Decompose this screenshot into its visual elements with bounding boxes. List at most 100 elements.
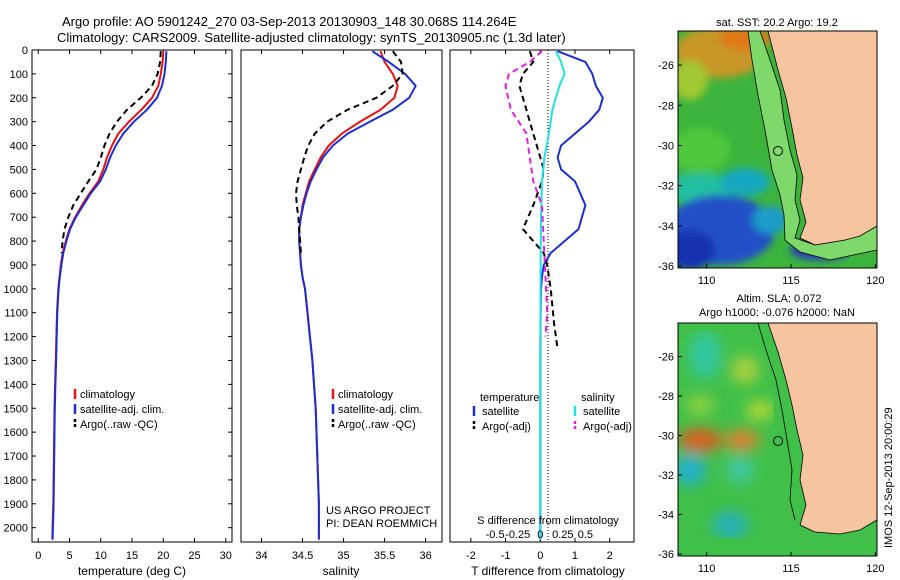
depth-tick-label: 1100 [4, 308, 28, 320]
temperature-xlabel: temperature (deg C) [78, 564, 186, 578]
x-tick-label: 30 [220, 550, 232, 562]
depth-tick-label: 300 [10, 117, 28, 129]
map-y-tick-label: -36 [658, 261, 674, 273]
map-y-tick-label: -32 [658, 470, 674, 482]
s-diff-tick-label: -0.25 [505, 529, 530, 541]
salinity-diff-ticks: -0.5 -0.25 0 0.25 0.5 [486, 529, 593, 541]
difference-panel: -2 -1 0 1 2 temperature satellite Argo(-adj) sa… [449, 49, 635, 578]
salinity-lines [295, 50, 417, 540]
s-diff-tick-label: -0.5 [486, 529, 505, 541]
x-tick-label: 2 [607, 550, 613, 562]
map-x-tick-label: 110 [698, 563, 716, 575]
temperature-axes-box [31, 49, 233, 543]
x-tick-label: 0 [537, 550, 543, 562]
series-line [60, 51, 162, 254]
x-tick-label: 15 [126, 550, 138, 562]
temperature-panel: 0100200300400500600700800900100011001200… [4, 45, 634, 578]
difference-axes-box [449, 49, 635, 543]
map-x-tick-label: 115 [782, 275, 800, 287]
sla-shelf-line [757, 323, 796, 521]
s-diff-tick-label: 0.5 [578, 529, 593, 541]
depth-tick-label: 1300 [4, 355, 28, 367]
salinity-legend: climatology satellite-adj. clim. Argo(..ra… [331, 389, 422, 431]
temperature-lines [51, 51, 168, 540]
depth-tick-label: 0 [22, 45, 28, 57]
depth-tick-label: 500 [10, 164, 28, 176]
map-y-tick-label: -28 [658, 100, 674, 112]
map-y-tick-label: -32 [658, 181, 674, 193]
sla-map-title-1: Altim. SLA: 0.072 [737, 293, 822, 305]
legend-entry: satellite [583, 406, 620, 418]
temperature-legend: climatology satellite-adj. clim. Argo(..ra… [73, 389, 164, 431]
x-tick-label: -1 [501, 550, 511, 562]
sla-land [767, 323, 877, 535]
map-x-tick-label: 120 [866, 563, 884, 575]
sst-map-title: sat. SST: 20.2 Argo: 19.2 [716, 17, 838, 29]
depth-tick-label: 1800 [4, 475, 28, 487]
sla-map-axes: 110 115 120 -26 -28 -30 -32 -34 -36 [658, 352, 884, 575]
x-tick-label: 35 [337, 550, 349, 562]
series-line [504, 50, 549, 337]
salinity-xlabel: salinity [323, 564, 360, 578]
sst-map-axes: 110 115 120 -26 -28 -30 -32 -34 -36 [658, 60, 884, 287]
credit-line2: PI: DEAN ROEMMICH [326, 518, 437, 530]
map-x-tick-label: 120 [866, 275, 884, 287]
legend-entry: Argo(-adj) [583, 421, 632, 433]
depth-tick-label: 600 [10, 188, 28, 200]
depth-tick-label: 700 [10, 212, 28, 224]
x-tick-label: 34 [255, 550, 267, 562]
x-tick-label: 5 [66, 550, 72, 562]
difference-legend: temperature satellite Argo(-adj) salinity sa… [472, 392, 632, 433]
x-tick-label: -2 [466, 550, 476, 562]
legend-entry: Argo(..raw -QC) [80, 419, 158, 431]
x-tick-label: 25 [188, 550, 200, 562]
depth-tick-label: 900 [10, 260, 28, 272]
map-y-tick-label: -34 [658, 221, 674, 233]
map-y-tick-label: -26 [658, 60, 674, 72]
depth-tick-label: 100 [10, 69, 28, 81]
legend-entry: satellite-adj. clim. [80, 404, 164, 416]
credit-line1: US ARGO PROJECT [326, 505, 431, 517]
depth-tick-label: 1500 [4, 403, 28, 415]
sla-field [678, 331, 774, 539]
sst-land [767, 31, 877, 246]
argo-marker-sst [773, 146, 783, 156]
depth-tick-label: 1400 [4, 379, 28, 391]
x-tick-label: 36 [419, 550, 431, 562]
x-tick-label: 1 [572, 550, 578, 562]
difference-lines [504, 50, 604, 540]
argo-marker-sla [773, 436, 783, 446]
map-y-tick-label: -26 [658, 352, 674, 364]
legend-entry: climatology [338, 389, 394, 401]
depth-tick-label: 400 [10, 141, 28, 153]
series-line [295, 50, 404, 254]
s-diff-label: S difference from climatology [477, 515, 619, 527]
header-line1: Argo profile: AO 5901242_270 03-Sep-2013… [62, 14, 517, 29]
map-y-tick-label: -34 [658, 510, 674, 522]
sla-map: Altim. SLA: 0.072 Argo h1000: -0.076 h20… [658, 293, 884, 575]
map-y-tick-label: -30 [658, 140, 674, 152]
sst-coast-shelf [747, 31, 877, 261]
salinity-panel: 34 34.5 35 35.5 36 climatology satellite-adj.… [240, 49, 443, 578]
x-tick-label: 35.5 [374, 550, 395, 562]
sla-map-title-2: Argo h1000: -0.076 h2000: NaN [699, 307, 855, 319]
map-x-tick-label: 110 [698, 275, 716, 287]
salinity-x-axis: 34 34.5 35 35.5 36 [255, 50, 432, 562]
timestamp-vertical: IMOS 12-Sep-2013 20:00:29 [883, 407, 895, 548]
map-x-tick-label: 115 [782, 563, 800, 575]
t-diff-label: T difference from climatology [471, 564, 625, 578]
sst-map: sat. SST: 20.2 Argo: 19.2 110 115 120 -26 -2… [658, 17, 884, 287]
sst-field [678, 31, 850, 268]
series-line [518, 50, 559, 349]
depth-tick-label: 1200 [4, 332, 28, 344]
s-diff-tick-label: 0 [537, 529, 543, 541]
x-tick-label: 20 [157, 550, 169, 562]
x-tick-label: 0 [35, 550, 41, 562]
map-y-tick-label: -36 [658, 549, 674, 561]
legend-entry: climatology [80, 389, 136, 401]
depth-tick-label: 800 [10, 236, 28, 248]
legend-entry: Argo(..raw -QC) [338, 419, 416, 431]
depth-tick-label: 1900 [4, 499, 28, 511]
x-tick-label: 10 [95, 550, 107, 562]
